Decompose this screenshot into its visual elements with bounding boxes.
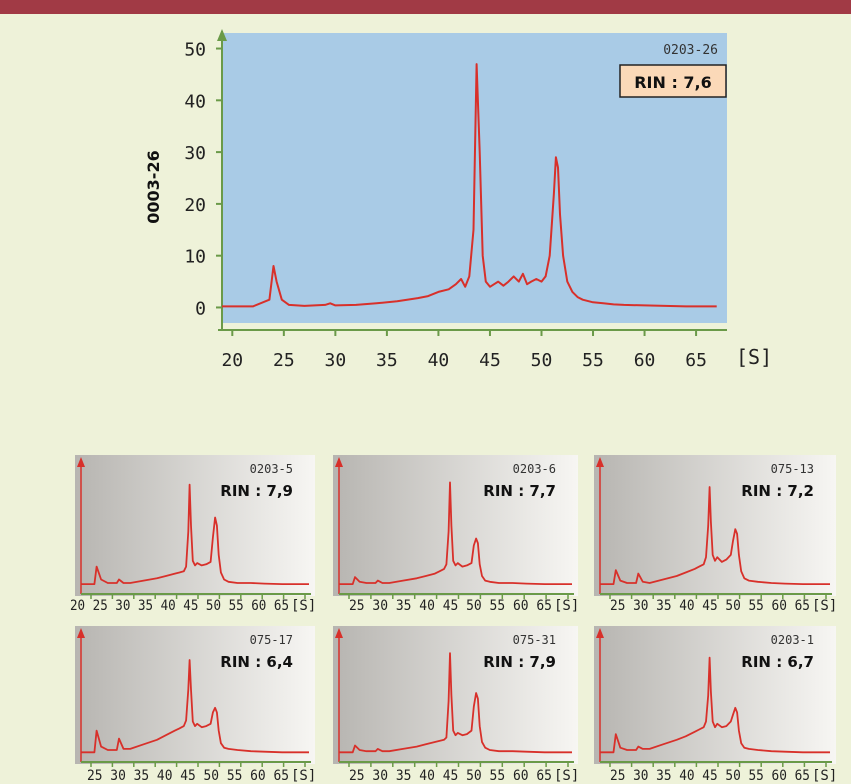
- main-y-tick-label: 50: [184, 40, 206, 61]
- small-y-axis-arrow: [596, 628, 604, 638]
- small-series-line: [339, 481, 572, 585]
- small-rin-label: RIN : 7,7: [483, 482, 556, 500]
- main-y-tick-label: 30: [184, 143, 206, 164]
- main-x-tick-label: 25: [273, 350, 295, 371]
- small-x-tick-labels: 25 30 35 40 45 50 55 60 65: [610, 768, 810, 784]
- small-plot-area: [594, 455, 836, 596]
- small-x-unit-label: [S]: [291, 768, 316, 784]
- small-sample-id: 0203-6: [513, 462, 556, 476]
- small-plot-area: [75, 626, 315, 764]
- main-x-tick-label: 45: [479, 350, 501, 371]
- small-sample-id: 075-17: [250, 633, 293, 647]
- small-y-axis-arrow: [596, 457, 604, 467]
- small-series-line: [81, 659, 309, 754]
- small-x-tick-labels: 25 30 35 40 45 50 55 60 65: [87, 768, 289, 784]
- main-x-tick-label: 30: [325, 350, 347, 371]
- small-series-line: [600, 486, 830, 585]
- small-series-line: [600, 656, 830, 754]
- small-y-axis-arrow: [77, 628, 85, 638]
- small-rin-label: RIN : 7,2: [741, 482, 814, 500]
- small-x-unit-label: [S]: [812, 768, 837, 784]
- main-y-tick-label: 40: [184, 91, 206, 112]
- small-sample-id: 0203-1: [771, 633, 814, 647]
- main-sample-id: 0203-26: [663, 43, 718, 58]
- main-x-tick-label: 65: [685, 350, 707, 371]
- small-plot-area: [333, 455, 578, 596]
- main-y-axis-label: 0003-26: [144, 150, 163, 223]
- small-chart-075-13: 075-13 RIN : 7,2 25 30 35 40 45 50 55 60 6…: [594, 455, 837, 614]
- small-x-tick-labels: 20 25 30 35 40 45 50 55 60 65: [70, 598, 289, 614]
- small-plot-area: [333, 626, 578, 764]
- small-series-line: [81, 483, 309, 585]
- small-x-tick-labels: 25 30 35 40 45 50 55 60 65: [610, 598, 810, 614]
- small-chart-075-31: 075-31 RIN : 7,9 25 30 35 40 45 50 55 60 6…: [333, 626, 579, 784]
- main-x-unit-label: [S]: [736, 345, 772, 369]
- small-y-axis-arrow: [77, 457, 85, 467]
- main-rin-label: RIN : 7,6: [634, 73, 712, 92]
- small-chart-0203-1: 0203-1 RIN : 6,7 25 30 35 40 45 50 55 60 6…: [594, 626, 837, 784]
- small-rin-label: RIN : 6,4: [220, 653, 293, 671]
- small-series-line: [339, 652, 572, 754]
- main-y-tick-label: 0: [195, 298, 206, 319]
- main-rin-box: [619, 64, 727, 98]
- small-chart-0203-5: 0203-5 RIN : 7,9 20 25 30 35 40 45 50 55 6…: [70, 455, 316, 614]
- small-y-axis-arrow: [335, 628, 343, 638]
- main-y-tick-label: 20: [184, 195, 206, 216]
- small-plot-area: [75, 455, 315, 596]
- main-x-tick-label: 35: [376, 350, 398, 371]
- small-sample-id: 0203-5: [250, 462, 293, 476]
- small-rin-label: RIN : 7,9: [483, 653, 556, 671]
- small-sample-id: 075-13: [771, 462, 814, 476]
- small-rin-label: RIN : 7,9: [220, 482, 293, 500]
- small-chart-0203-6: 0203-6 RIN : 7,7 25 30 35 40 45 50 55 60 6…: [333, 455, 579, 614]
- small-x-tick-labels: 25 30 35 40 45 50 55 60 65: [349, 598, 552, 614]
- main-x-tick-label: 55: [582, 350, 604, 371]
- main-x-tick-label: 20: [221, 350, 243, 371]
- small-sample-id: 075-31: [513, 633, 556, 647]
- main-x-tick-label: 40: [428, 350, 450, 371]
- small-y-axis-arrow: [335, 457, 343, 467]
- small-x-unit-label: [S]: [554, 768, 579, 784]
- main-y-axis-arrow: [217, 29, 227, 41]
- main-x-tick-label: 60: [634, 350, 656, 371]
- top-color-bar: [0, 0, 851, 14]
- small-rin-label: RIN : 6,7: [741, 653, 814, 671]
- main-chart: 0 10 20 30 40 50 20 25 30 35 40 45 50 55 60 65 [S] 0003-2…: [144, 29, 772, 371]
- small-x-tick-labels: 25 30 35 40 45 50 55 60 65: [349, 768, 552, 784]
- small-plot-area: [594, 626, 836, 764]
- main-y-tick-label: 10: [184, 247, 206, 268]
- main-series-line: [222, 63, 717, 308]
- small-chart-075-17: 075-17 RIN : 6,4 25 30 35 40 45 50 55 60 6…: [75, 626, 316, 784]
- main-x-tick-label: 50: [531, 350, 553, 371]
- small-x-unit-label: [S]: [812, 598, 837, 614]
- small-x-unit-label: [S]: [554, 598, 579, 614]
- small-x-unit-label: [S]: [291, 598, 316, 614]
